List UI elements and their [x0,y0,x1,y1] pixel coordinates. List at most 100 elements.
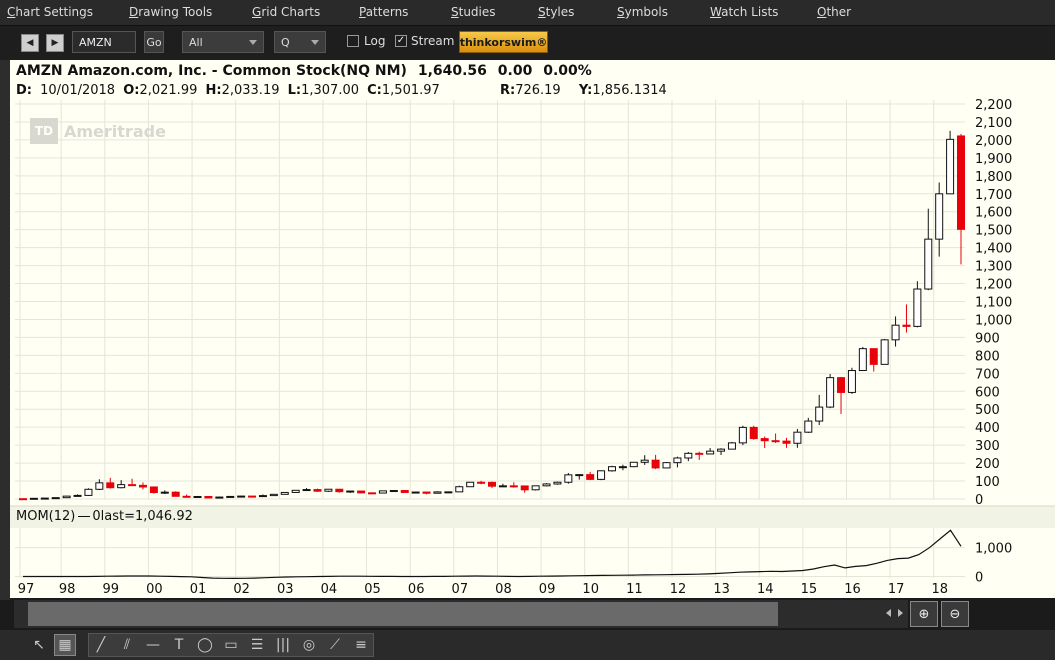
fan-tool[interactable]: ⟋ [324,634,346,656]
y-tick-label: 1,100 [975,296,1012,311]
list-icon: ≡ [355,637,367,653]
menu-chart-settings[interactable]: Chart Settings [7,5,93,19]
high-label: H: [205,83,222,98]
forward-arrow-button[interactable]: ▶ [46,34,64,52]
candle-body [771,440,780,443]
candle-body [84,488,93,496]
menu-accelerator: P [359,5,366,19]
thinkorswim-logo[interactable]: thinkorswim® [459,31,548,53]
candle-body [597,470,606,480]
candle-body [902,324,911,327]
candle-body [248,495,257,498]
stream-checkbox[interactable]: ✓ [395,35,407,47]
candle-body [858,348,867,372]
candle-body [760,438,769,442]
time-range-value: All [189,36,203,49]
low-value: 1,307.00 [301,83,359,98]
menu-grid-charts[interactable]: Grid Charts [252,5,320,19]
candle-body [422,491,431,494]
momentum-last-value: last=1,046.92 [100,509,193,524]
candle-body [106,482,115,489]
candle-body [128,484,137,487]
candle-body [29,497,38,500]
candle-body [237,495,246,498]
gann-tool[interactable]: ◎ [298,634,320,656]
candle-body [138,484,147,488]
y-tick-label: 1,700 [975,188,1012,203]
candle-body [717,448,726,452]
candle-body [368,492,377,495]
menu-symbols[interactable]: Symbols [617,5,668,19]
candle-body [684,452,693,459]
scroll-left-icon[interactable] [886,609,891,617]
menu-bar: Chart Settings Drawing Tools Grid Charts… [0,0,1055,26]
candle-body [640,459,649,463]
chart-pane[interactable]: 97 98 99 00 01 02 03 04 05 06 07 08 09 10 11 12 13 14 15 16… [10,60,1055,598]
ameritrade-watermark: TD Ameritrade [30,118,166,144]
candle-body [226,495,235,498]
time-cycles-tool[interactable]: ||| [272,634,294,656]
candle-body [782,440,791,444]
channel-tool[interactable]: ⫽ [116,634,138,656]
candle-body [935,193,944,240]
fibonacci-tool[interactable]: ☰ [246,634,268,656]
scrollbar-thumb[interactable] [28,602,778,626]
scroll-right-icon[interactable] [898,609,903,617]
y-value: 1,856.1314 [592,83,667,98]
candle-body [400,490,409,493]
menu-drawing-tools[interactable]: Drawing Tools [129,5,212,19]
rectangle-tool[interactable]: ▭ [220,634,242,656]
drawing-tools-group [88,633,374,657]
momentum-study-label: MOM(12) 0last=1,046.92 [16,509,193,524]
x-tick-label: 04 [321,582,338,597]
x-tick-label: 02 [233,582,250,597]
candle-body [749,426,758,440]
momentum-line-swatch [78,516,91,517]
y-label: Y: [578,83,593,98]
back-arrow-button[interactable]: ◀ [21,34,39,52]
symbol-input[interactable]: AMZN [72,31,136,53]
menu-patterns[interactable]: Patterns [359,5,408,19]
more-tools[interactable]: ≡ [350,634,372,656]
candle-body [324,488,333,492]
log-checkbox[interactable] [347,35,359,47]
y-tick-label: 600 [975,385,1000,400]
menu-accelerator: S [617,5,625,19]
y-tick-label: 1,500 [975,224,1012,239]
go-button[interactable]: Go [144,31,164,53]
menu-label: hart Settings [15,5,94,19]
zoom-out-button[interactable]: ⊖ [941,601,969,627]
cursor-icon: ↖ [33,637,45,653]
menu-styles[interactable]: Styles [538,5,574,19]
x-tick-label: 98 [59,582,76,597]
candle-body [335,488,344,493]
rectangle-icon: ▭ [224,637,238,653]
y-tick-label: 1,200 [975,278,1012,293]
menu-studies[interactable]: Studies [451,5,496,19]
menu-watch-lists[interactable]: Watch Lists [710,5,778,19]
menu-label: rid Charts [261,5,321,19]
candle-body [957,135,965,230]
y-tick-label: 1,600 [975,206,1012,221]
left-panel-edge [0,60,10,600]
candle-body [847,370,856,393]
trendline-tool[interactable]: ╱ [90,634,112,656]
time-range-select[interactable]: All [182,31,264,53]
crosshair-tool[interactable]: ▦ [54,634,76,656]
candle-body [531,485,540,491]
grid-icon: ▦ [58,637,72,653]
cursor-tool[interactable]: ↖ [28,634,50,656]
parallel-lines-icon: ⫽ [123,637,131,653]
candle-body [509,485,518,488]
horizontal-scrollbar[interactable] [14,600,908,628]
candle-body [586,474,595,480]
text-tool[interactable]: T [168,634,190,656]
horizontal-line-tool[interactable]: — [142,634,164,656]
aggregation-period-select[interactable]: Q [274,31,326,53]
zoom-in-button[interactable]: ⊕ [910,601,938,627]
ohlc-readout: D: 10/01/2018 O:2,021.99 H:2,033.19 L:1,… [16,83,440,98]
menu-other[interactable]: Other [817,5,851,19]
ellipse-tool[interactable]: ◯ [194,634,216,656]
x-tick-label: 11 [626,582,643,597]
log-label: Log [364,34,386,48]
